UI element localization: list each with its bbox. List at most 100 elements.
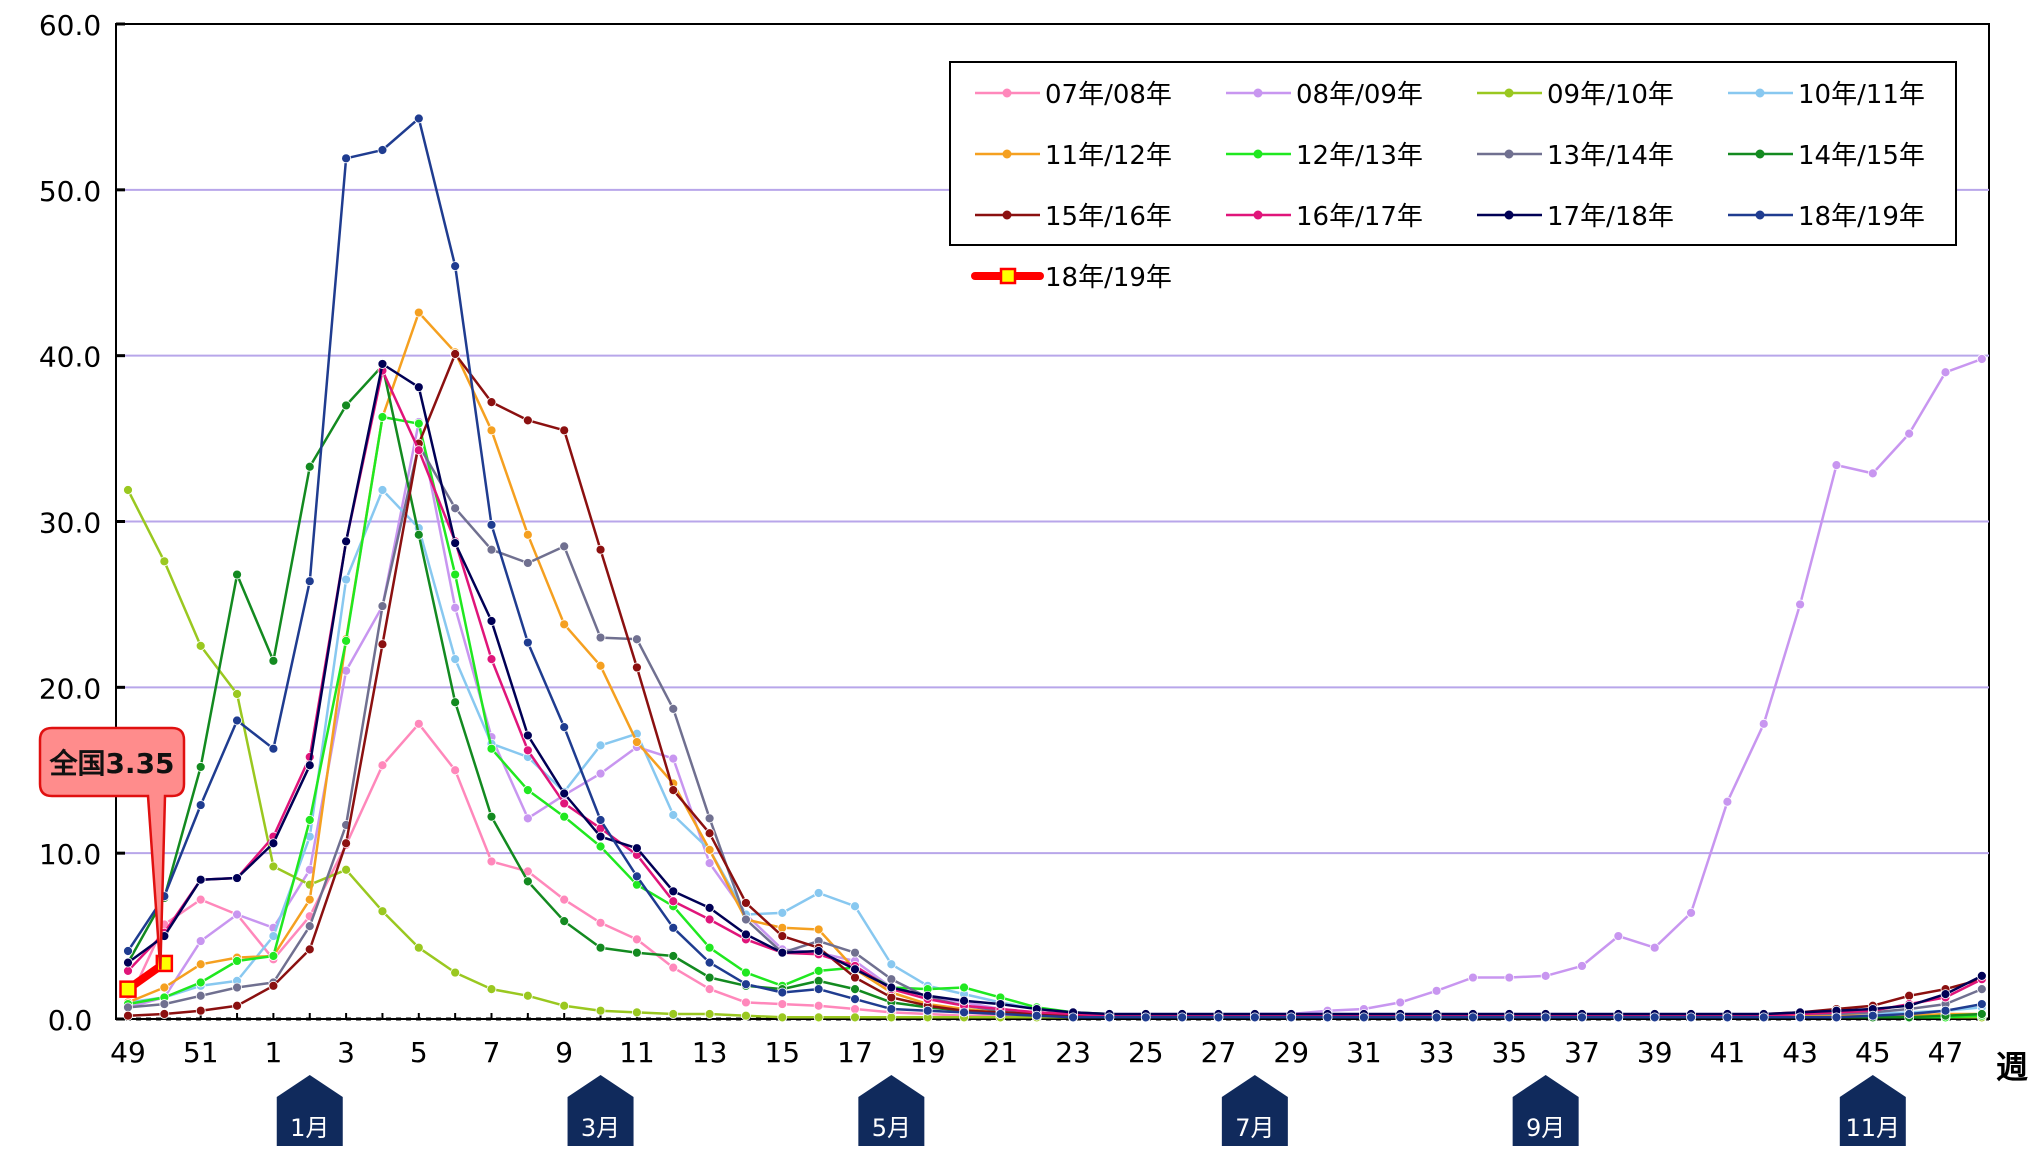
data-point — [522, 558, 533, 568]
data-point — [886, 959, 897, 970]
data-point — [959, 982, 969, 993]
data-point — [195, 762, 206, 772]
data-point — [668, 896, 679, 907]
data-point — [668, 886, 679, 897]
data-point — [232, 873, 242, 883]
data-point — [123, 1002, 133, 1013]
data-point — [850, 1004, 860, 1014]
data-point — [486, 425, 497, 436]
data-point — [341, 838, 352, 849]
data-point — [741, 1010, 751, 1021]
data-point — [304, 815, 315, 825]
data-point — [341, 574, 352, 585]
data-point — [1976, 999, 1987, 1009]
data-point — [195, 1005, 206, 1016]
x-tick-label: 43 — [1782, 1036, 1818, 1069]
data-point — [595, 942, 606, 953]
legend-swatch-marker — [1755, 149, 1765, 159]
data-point — [668, 922, 679, 933]
data-point — [1468, 972, 1478, 983]
data-point — [777, 947, 788, 958]
data-point — [559, 541, 570, 552]
legend-item: 14年/15年 — [1728, 141, 1925, 171]
data-point — [741, 967, 751, 978]
legend-label: 13年/14年 — [1547, 141, 1674, 171]
x-tick-label: 3 — [337, 1036, 355, 1069]
data-point — [413, 382, 424, 393]
legend-swatch-marker — [1755, 88, 1765, 98]
legend-swatch-marker — [999, 267, 1017, 285]
data-point — [123, 485, 133, 495]
data-point — [959, 995, 969, 1006]
data-point — [1068, 1012, 1078, 1023]
data-point — [886, 982, 897, 993]
data-point — [486, 616, 497, 626]
data-point — [1686, 907, 1696, 918]
legend-item: 18年/19年 — [1728, 202, 1925, 232]
data-point — [268, 861, 279, 872]
legend-item: 08年/09年 — [1226, 80, 1423, 110]
data-point — [1577, 961, 1587, 971]
data-point — [232, 982, 242, 993]
data-point — [922, 1005, 933, 1016]
data-point — [850, 972, 860, 983]
month-label: 5月 — [872, 1114, 911, 1142]
legend-label: 07年/08年 — [1045, 80, 1172, 110]
data-point — [886, 1004, 897, 1014]
month-markers: 1月 3月 5月 7月 9月 11月 — [276, 1075, 1906, 1146]
data-point — [886, 974, 897, 985]
month-label: 9月 — [1526, 1114, 1565, 1142]
data-point — [268, 980, 279, 991]
data-point — [450, 654, 461, 665]
y-tick-label: 0.0 — [48, 1004, 93, 1037]
x-tick-label: 51 — [183, 1036, 219, 1069]
series-line — [126, 117, 1983, 1019]
data-point — [595, 660, 606, 671]
data-point — [450, 261, 461, 272]
x-tick-label: 47 — [1928, 1036, 1964, 1069]
data-point — [486, 811, 497, 822]
legend-label: 16年/17年 — [1296, 202, 1423, 232]
data-point — [268, 655, 279, 666]
data-point — [668, 962, 679, 973]
data-point — [704, 844, 715, 855]
data-point — [232, 1000, 242, 1011]
data-point — [1359, 1012, 1369, 1023]
legend-label: 17年/18年 — [1547, 202, 1674, 232]
national-callout: 全国3.35 — [38, 726, 186, 970]
data-point — [486, 397, 497, 408]
data-point — [595, 544, 606, 555]
data-point — [777, 922, 788, 933]
data-point — [1722, 796, 1733, 807]
legend-swatch-marker — [1504, 210, 1514, 220]
data-point — [559, 1000, 570, 1011]
data-point — [1249, 1012, 1260, 1023]
data-point — [668, 753, 679, 764]
legend-item: 09年/10年 — [1477, 80, 1674, 110]
series-12 — [119, 954, 174, 998]
data-point — [741, 914, 751, 925]
data-point — [704, 984, 715, 995]
data-point — [1322, 1012, 1333, 1023]
data-point — [1904, 1009, 1915, 1019]
data-point — [232, 689, 242, 699]
legend-swatch-marker — [1253, 88, 1263, 98]
data-point — [232, 715, 242, 726]
x-tick-label: 45 — [1855, 1036, 1891, 1069]
data-point — [341, 400, 352, 411]
x-tick-label: 29 — [1273, 1036, 1309, 1069]
data-point — [1758, 718, 1769, 729]
legend-label: 14年/15年 — [1798, 141, 1925, 171]
data-point — [1795, 599, 1805, 610]
x-tick-label: 27 — [1201, 1036, 1237, 1069]
legend-swatch-marker — [1504, 88, 1514, 98]
data-point — [632, 662, 642, 673]
data-point — [1504, 1012, 1515, 1023]
data-point — [1286, 1012, 1297, 1023]
data-point — [741, 898, 751, 908]
x-tick-label: 41 — [1710, 1036, 1746, 1069]
data-point — [777, 1012, 788, 1023]
legend-item: 18年/19年 — [971, 263, 1172, 293]
data-point — [341, 636, 352, 646]
data-point — [377, 485, 388, 495]
